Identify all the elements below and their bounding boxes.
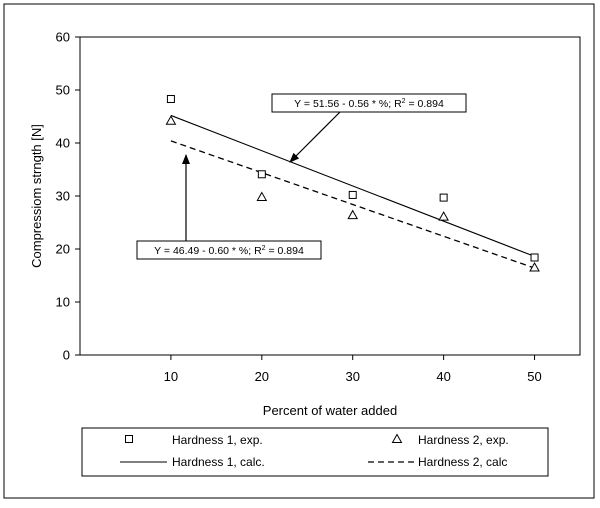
y-tick-label: 50 [56,83,70,98]
annotation-hardness-2: Y = 46.49 - 0.60 * %; R2 = 0.894 [136,154,322,260]
x-tick-label: 50 [527,369,541,384]
y-tick-label: 60 [56,30,70,45]
annotation-text-1: Y = 51.56 - 0.56 * %; R2 = 0.894 [294,98,444,110]
point-hardness-1-exp [530,253,539,262]
point-hardness-2-exp [438,211,449,221]
plot-area [79,36,581,356]
y-tick-label: 30 [56,189,70,204]
point-hardness-1-exp [166,95,175,104]
annotation-box-1 [271,93,467,113]
legend-label-hardness-2-exp: Hardness 2, exp. [418,433,509,447]
legend-label-hardness-2-calc: Hardness 2, calc [418,455,507,469]
y-tick-label: 40 [56,136,70,151]
point-hardness-1-exp [348,190,357,199]
point-hardness-2-exp [347,209,359,220]
x-tick-label: 30 [345,369,359,384]
line-hardness-1-calc [170,114,535,257]
legend: Hardness 1, exp. Hardness 2, exp. Hardne… [81,427,549,477]
annotation-hardness-1: Y = 51.56 - 0.56 * %; R2 = 0.894 [271,93,467,163]
fit-lines [170,114,535,269]
annotation-arrow-1 [289,111,341,163]
legend-marker-hardness-1-exp [125,435,133,443]
legend-label-hardness-1-exp: Hardness 1, exp. [172,433,263,447]
x-tick-label: 20 [255,369,269,384]
y-axis-title: Compressiom strngth [N] [29,124,44,268]
point-hardness-2-exp [165,115,177,125]
legend-box [81,427,549,477]
annotation-text-2: Y = 46.49 - 0.60 * %; R2 = 0.894 [154,245,304,257]
x-axis-title: Percent of water added [263,403,397,418]
point-hardness-2-exp [529,262,540,272]
y-tick-label: 10 [56,295,70,310]
x-ticks: 10 20 30 40 50 [164,355,542,384]
legend-marker-hardness-2-exp [391,433,403,443]
y-tick-label: 20 [56,242,70,257]
data-points [165,95,540,272]
annotation-box-2 [136,240,322,260]
legend-label-hardness-1-calc: Hardness 1, calc. [172,455,265,469]
y-tick-label: 0 [63,348,70,363]
line-hardness-2-calc [170,140,535,269]
point-hardness-1-exp [439,193,448,202]
point-hardness-1-exp [257,170,266,179]
x-tick-label: 10 [164,369,178,384]
x-tick-label: 40 [436,369,450,384]
point-hardness-2-exp [256,191,268,202]
y-ticks: 0 10 20 30 40 50 60 [56,30,80,363]
